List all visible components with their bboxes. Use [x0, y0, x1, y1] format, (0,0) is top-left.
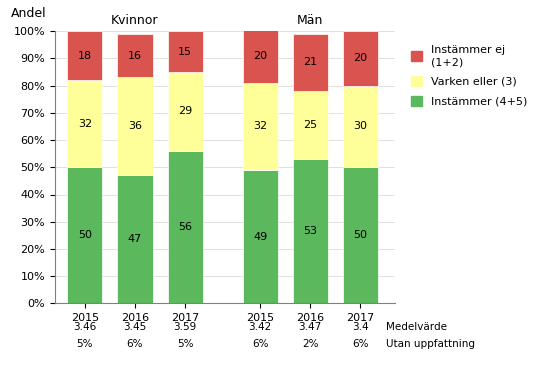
Bar: [293, 159, 328, 303]
Text: 6%: 6%: [127, 339, 143, 349]
Text: 3.47: 3.47: [299, 322, 322, 333]
Text: 53: 53: [303, 226, 317, 236]
Bar: [243, 170, 278, 303]
Bar: [243, 28, 278, 83]
Text: 30: 30: [353, 121, 367, 131]
Legend: Instämmer ej
(1+2), Varken eller (3), Instämmer (4+5): Instämmer ej (1+2), Varken eller (3), In…: [408, 42, 531, 110]
Text: 56: 56: [178, 222, 192, 232]
Text: 20: 20: [253, 51, 267, 61]
Bar: [293, 34, 328, 91]
Bar: [68, 80, 103, 167]
Text: 16: 16: [128, 51, 142, 61]
Text: 5%: 5%: [177, 339, 193, 349]
Bar: [68, 167, 103, 303]
Text: 50: 50: [353, 230, 367, 240]
Bar: [243, 83, 278, 170]
Bar: [343, 31, 378, 86]
Bar: [117, 175, 153, 303]
Bar: [68, 31, 103, 80]
Bar: [343, 167, 378, 303]
Text: Män: Män: [297, 14, 323, 27]
Text: 25: 25: [303, 120, 317, 130]
Bar: [167, 151, 203, 303]
Text: 50: 50: [78, 230, 92, 240]
Text: 15: 15: [178, 47, 192, 56]
Text: 5%: 5%: [77, 339, 93, 349]
Text: 36: 36: [128, 121, 142, 131]
Text: Medelvärde: Medelvärde: [386, 322, 447, 333]
Text: 32: 32: [78, 119, 92, 129]
Bar: [293, 91, 328, 159]
Text: 21: 21: [303, 58, 317, 67]
Text: 29: 29: [178, 107, 192, 116]
Text: 6%: 6%: [352, 339, 368, 349]
Text: 3.46: 3.46: [74, 322, 97, 333]
Bar: [167, 31, 203, 72]
Text: 47: 47: [128, 235, 142, 244]
Bar: [343, 86, 378, 167]
Bar: [167, 72, 203, 151]
Text: 20: 20: [353, 53, 367, 63]
Text: Utan uppfattning: Utan uppfattning: [386, 339, 475, 349]
Text: 3.42: 3.42: [249, 322, 272, 333]
Text: Kvinnor: Kvinnor: [111, 14, 159, 27]
Text: 18: 18: [78, 51, 92, 61]
Text: 49: 49: [253, 232, 267, 242]
Text: 3.59: 3.59: [173, 322, 197, 333]
Bar: [117, 77, 153, 175]
Text: 3.45: 3.45: [124, 322, 147, 333]
Text: 3.4: 3.4: [352, 322, 368, 333]
Bar: [117, 34, 153, 77]
Text: 32: 32: [253, 121, 267, 131]
Text: Andel: Andel: [10, 7, 46, 20]
Text: 6%: 6%: [252, 339, 268, 349]
Text: 2%: 2%: [302, 339, 318, 349]
